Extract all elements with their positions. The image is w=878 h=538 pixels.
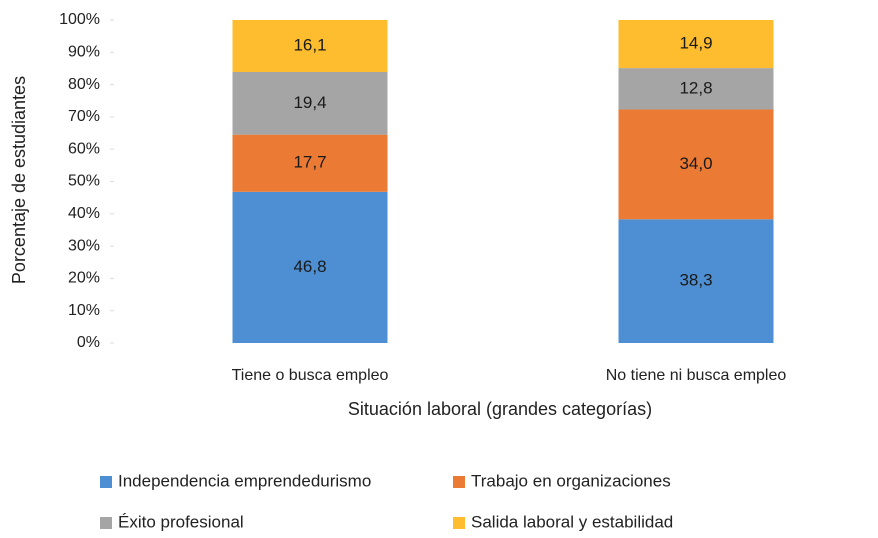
y-tick-label: 100% [59,11,100,28]
y-tick-label: 80% [68,76,100,93]
bar-segment [618,219,774,343]
legend-swatch [453,517,465,529]
x-tick-label: Tiene o busca empleo [232,367,389,384]
y-tick-label: 40% [68,205,100,222]
legend-swatch [453,476,465,488]
legend-swatch [100,476,112,488]
legend-swatch [100,517,112,529]
legend-label: Salida laboral y estabilidad [471,512,673,531]
data-label: 17,7 [293,153,326,172]
data-label: 16,1 [293,35,326,54]
y-tick-label: 30% [68,237,100,254]
bar-segment [618,109,774,220]
data-label: 19,4 [293,93,326,112]
data-label: 34,0 [679,154,712,173]
y-tick-label: 50% [68,173,100,190]
y-tick-label: 90% [68,44,100,61]
bar-segment [232,20,388,73]
bar-segment [618,20,774,69]
legend-label: Éxito profesional [118,512,244,531]
data-label: 14,9 [679,34,712,53]
y-tick-label: 70% [68,108,100,125]
y-tick-label: 60% [68,140,100,157]
x-axis-title: Situación laboral (grandes categorías) [348,399,652,419]
y-tick-label: 10% [68,302,100,319]
bar-segment [232,134,388,192]
y-axis-title: Porcentaje de estudiantes [9,76,29,284]
bar-segment [618,68,774,110]
legend-label: Trabajo en organizaciones [471,471,671,490]
bar-segment [232,72,388,135]
legend-label: Independencia emprendedurismo [118,471,371,490]
data-label: 38,3 [679,271,712,290]
y-tick-label: 0% [77,334,100,351]
y-tick-label: 20% [68,270,100,287]
bar-segment [232,191,388,343]
x-tick-label: No tiene ni busca empleo [606,367,787,384]
data-label: 46,8 [293,257,326,276]
data-label: 12,8 [679,78,712,97]
